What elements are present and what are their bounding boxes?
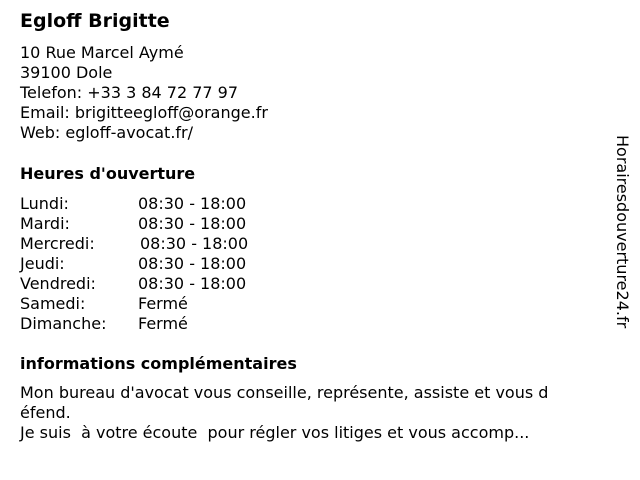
hours-time: 08:30 - 18:00 — [138, 274, 247, 293]
hours-day: Dimanche: — [20, 314, 107, 333]
phone: Telefon: +33 3 84 72 77 97 — [20, 83, 239, 102]
business-name: Egloff Brigitte — [20, 10, 170, 32]
info-text-line: Je suis à votre écoute pour régler vos l… — [20, 423, 530, 442]
info-text-line: éfend. — [20, 403, 71, 422]
hours-time: 08:30 - 18:00 — [138, 214, 247, 233]
hours-day: Mercredi: — [20, 234, 95, 253]
hours-day: Jeudi: — [20, 254, 65, 273]
hours-day: Mardi: — [20, 214, 70, 233]
address-street: 10 Rue Marcel Aymé — [20, 43, 184, 62]
address-city: 39100 Dole — [20, 63, 113, 82]
hours-time: 08:30 - 18:00 — [140, 234, 249, 253]
hours-heading: Heures d'ouverture — [20, 164, 196, 183]
hours-day: Samedi: — [20, 294, 86, 313]
hours-day: Vendredi: — [20, 274, 96, 293]
info-heading: informations complémentaires — [20, 354, 297, 373]
website: Web: egloff-avocat.fr/ — [20, 123, 194, 142]
hours-time: 08:30 - 18:00 — [138, 254, 247, 273]
hours-time: Fermé — [138, 294, 188, 313]
hours-time: Fermé — [138, 314, 188, 333]
hours-time: 08:30 - 18:00 — [138, 194, 247, 213]
info-text-line: Mon bureau d'avocat vous conseille, repr… — [20, 383, 549, 402]
watermark: Horairesdouverture24.fr — [613, 135, 632, 329]
hours-day: Lundi: — [20, 194, 69, 213]
email: Email: brigitteegloff@orange.fr — [20, 103, 268, 122]
